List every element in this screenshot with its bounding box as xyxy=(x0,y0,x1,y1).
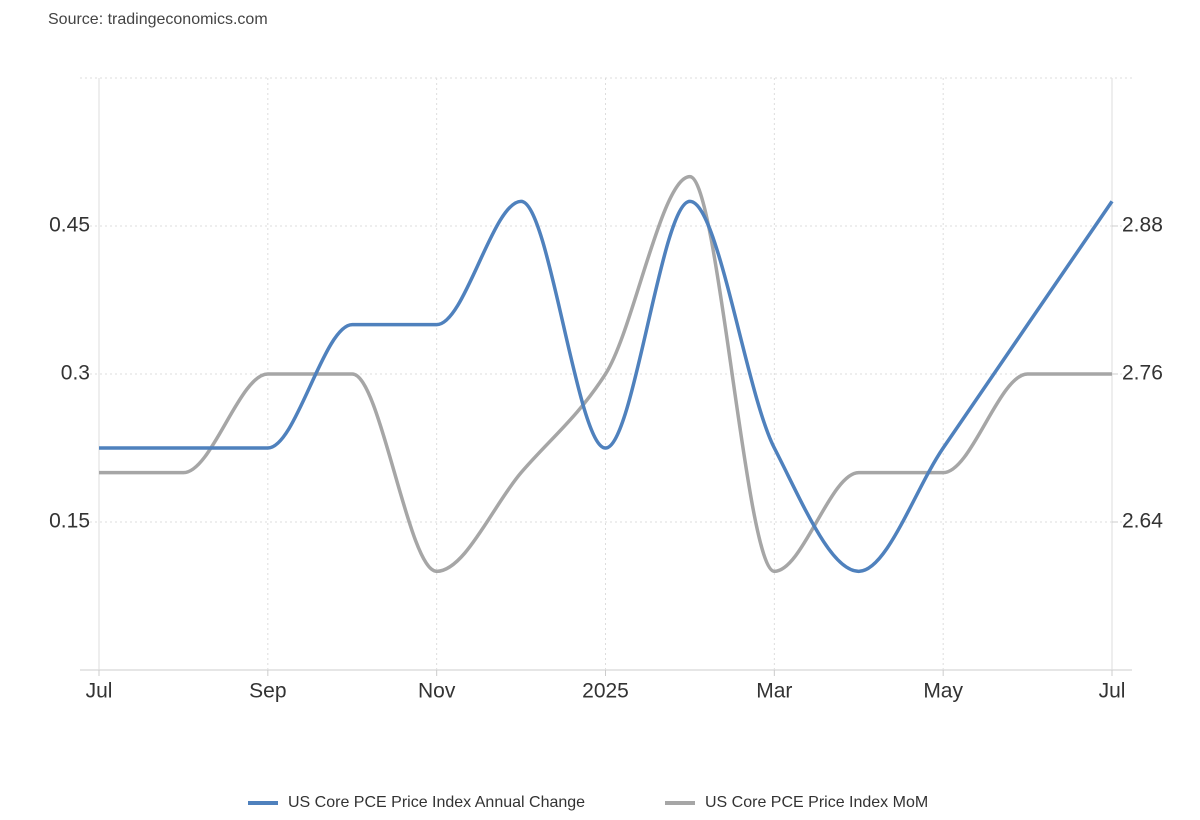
legend-label: US Core PCE Price Index Annual Change xyxy=(288,794,585,811)
x-tick-label: Jul xyxy=(1099,680,1126,703)
series-line xyxy=(99,174,1113,574)
series-line xyxy=(99,199,1114,574)
legend-label: US Core PCE Price Index MoM xyxy=(705,794,928,811)
x-tick-label: Jul xyxy=(86,680,113,703)
x-tick-label: Nov xyxy=(418,680,456,703)
x-tick-label: 2025 xyxy=(582,680,629,703)
y2-tick-label: 2.76 xyxy=(1122,362,1163,385)
x-tick-label: May xyxy=(923,680,963,703)
y2-tick-label: 2.64 xyxy=(1122,510,1163,533)
y-tick-label: 0.15 xyxy=(49,510,90,533)
x-tick-label: Mar xyxy=(756,680,792,703)
y-tick-label: 0.45 xyxy=(49,214,90,237)
source: Source: tradingeconomics.com xyxy=(48,11,268,28)
y-tick-label: 0.3 xyxy=(61,362,90,385)
x-tick-label: Sep xyxy=(249,680,286,703)
y2-tick-label: 2.88 xyxy=(1122,214,1163,237)
